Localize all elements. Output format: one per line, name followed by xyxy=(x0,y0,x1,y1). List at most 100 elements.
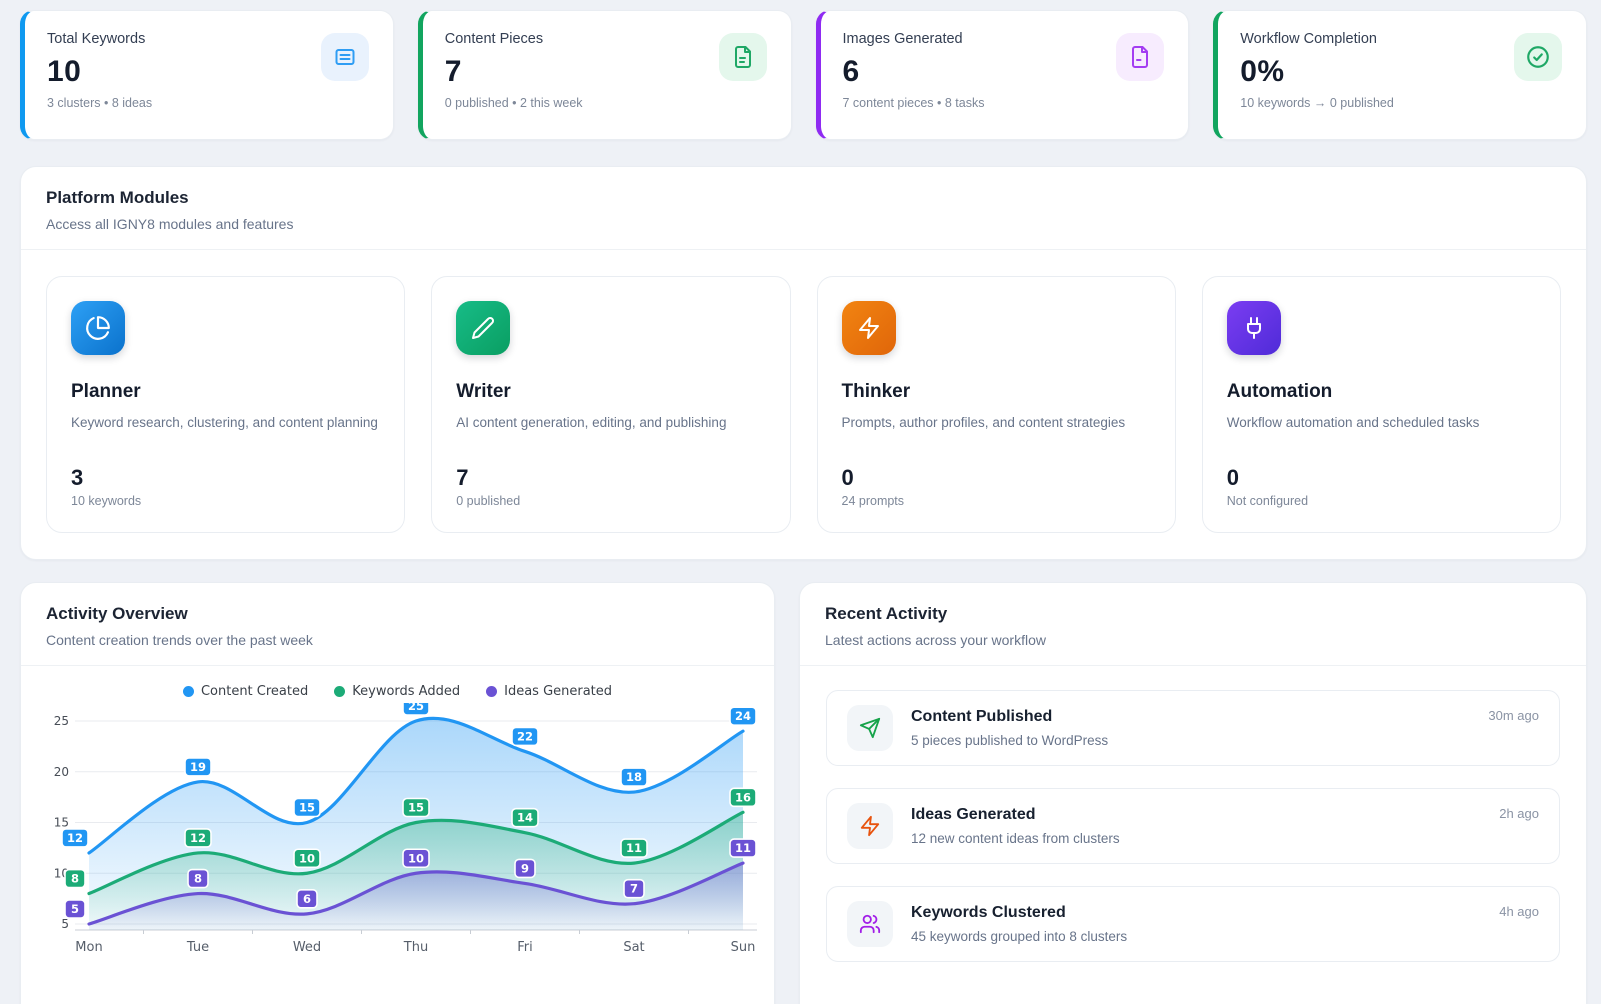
activity-body: Content Published 30m ago 5 pieces publi… xyxy=(911,708,1539,748)
zap-icon xyxy=(841,301,896,355)
stat-value: 6 xyxy=(842,55,860,88)
svg-text:16: 16 xyxy=(735,790,751,804)
legend-label: Content Created xyxy=(200,684,309,699)
module-stat: 7 0 published xyxy=(456,465,765,508)
legend-dot xyxy=(182,686,194,697)
module-name: Thinker xyxy=(841,381,911,402)
stat-label: Content Pieces xyxy=(444,31,544,47)
module-value: 0 xyxy=(841,465,854,490)
svg-text:9: 9 xyxy=(521,861,529,875)
module-value: 0 xyxy=(1226,465,1239,490)
svg-text:12: 12 xyxy=(67,831,83,845)
activity-time: 2h ago xyxy=(1499,806,1539,821)
activity-item-ideas-generated[interactable]: Ideas Generated 2h ago 12 new content id… xyxy=(826,788,1560,864)
svg-text:20: 20 xyxy=(54,765,69,779)
activity-item-keywords-clustered[interactable]: Keywords Clustered 4h ago 45 keywords gr… xyxy=(826,886,1560,962)
svg-text:22: 22 xyxy=(517,729,533,743)
stat-label: Total Keywords xyxy=(47,31,146,47)
legend-dot xyxy=(334,686,346,697)
chart-legend: Content Created Keywords Added Ideas Gener… xyxy=(21,684,774,699)
stat-value: 10 xyxy=(47,55,82,88)
svg-text:Fri: Fri xyxy=(517,940,533,955)
svg-text:11: 11 xyxy=(626,841,642,855)
zap-icon xyxy=(847,803,893,849)
module-card-planner[interactable]: Planner Keyword research, clustering, an… xyxy=(46,276,406,533)
module-description: Workflow automation and scheduled tasks xyxy=(1226,415,1480,430)
section-subtitle: Content creation trends over the past we… xyxy=(46,632,313,648)
section-subtitle: Latest actions across your workflow xyxy=(825,632,1046,648)
module-stat: 3 10 keywords xyxy=(71,465,380,508)
svg-text:Tue: Tue xyxy=(186,940,209,955)
svg-text:Sat: Sat xyxy=(623,940,644,955)
svg-text:11: 11 xyxy=(735,841,751,855)
svg-text:5: 5 xyxy=(71,902,79,916)
legend-label: Ideas Generated xyxy=(504,684,613,699)
legend-item[interactable]: Ideas Generated xyxy=(486,684,612,699)
stat-card-total-keywords: Total Keywords 10 3 clusters • 8 ideas xyxy=(20,10,394,140)
svg-text:10: 10 xyxy=(299,851,315,865)
file-image-icon xyxy=(1116,33,1165,81)
activity-overview-panel: Activity Overview Content creation trend… xyxy=(20,582,775,1004)
svg-text:25: 25 xyxy=(54,714,69,728)
stat-sub: 3 clusters • 8 ideas xyxy=(47,96,153,110)
modules-grid: Planner Keyword research, clustering, an… xyxy=(21,250,1586,559)
stat-value: 0% xyxy=(1240,55,1285,88)
module-card-automation[interactable]: Automation Workflow automation and sched… xyxy=(1201,276,1561,533)
activity-description: 45 keywords grouped into 8 clusters xyxy=(911,929,1128,944)
activity-overview-header: Activity Overview Content creation trend… xyxy=(21,583,774,666)
stat-card-content-pieces: Content Pieces 7 0 published • 2 this we… xyxy=(417,10,792,140)
svg-text:14: 14 xyxy=(517,811,533,825)
module-card-writer[interactable]: Writer AI content generation, editing, a… xyxy=(431,276,791,533)
pencil-icon xyxy=(456,301,511,355)
module-description: Prompts, author profiles, and content st… xyxy=(841,415,1126,430)
stat-card-images-generated: Images Generated 6 7 content pieces • 8 … xyxy=(815,10,1190,140)
stat-sub: 7 content pieces • 8 tasks xyxy=(842,96,985,110)
svg-text:19: 19 xyxy=(190,760,206,774)
activity-list: Content Published 30m ago 5 pieces publi… xyxy=(800,666,1586,1004)
activity-time: 30m ago xyxy=(1488,708,1539,723)
stat-label: Workflow Completion xyxy=(1240,31,1377,47)
module-name: Automation xyxy=(1226,381,1333,402)
activity-time: 4h ago xyxy=(1499,904,1539,919)
stat-value: 7 xyxy=(444,55,462,88)
users-icon xyxy=(847,901,893,947)
recent-activity-header: Recent Activity Latest actions across yo… xyxy=(800,583,1586,666)
module-sub: 0 published xyxy=(456,494,521,508)
legend-label: Keywords Added xyxy=(352,684,461,699)
section-title: Platform Modules xyxy=(46,188,189,207)
svg-text:Thu: Thu xyxy=(403,940,428,955)
svg-text:15: 15 xyxy=(299,801,315,815)
bottom-row: Activity Overview Content creation trend… xyxy=(20,582,1587,1004)
stat-label: Images Generated xyxy=(842,31,963,47)
chart-area: 5 10 15 20 25 Mon Tue Wed Thu Fri Sat Sun 12 19 15 25 22… xyxy=(21,696,774,980)
legend-dot xyxy=(486,686,498,697)
activity-chart: 5 10 15 20 25 Mon Tue Wed Thu Fri Sat Sun 12 19 15 25 22… xyxy=(54,696,757,955)
activity-body: Keywords Clustered 4h ago 45 keywords gr… xyxy=(911,904,1539,944)
stats-row: Total Keywords 10 3 clusters • 8 ideas C… xyxy=(20,10,1587,140)
module-value: 3 xyxy=(71,465,84,490)
svg-text:15: 15 xyxy=(408,801,424,815)
legend-item[interactable]: Keywords Added xyxy=(334,684,460,699)
module-card-thinker[interactable]: Thinker Prompts, author profiles, and co… xyxy=(816,276,1176,533)
legend-item[interactable]: Content Created xyxy=(182,684,309,699)
svg-text:25: 25 xyxy=(408,703,424,713)
module-name: Writer xyxy=(456,381,511,402)
module-name: Planner xyxy=(71,381,141,402)
send-icon xyxy=(847,705,893,751)
section-subtitle: Access all IGNY8 modules and features xyxy=(46,216,294,232)
svg-text:12: 12 xyxy=(190,831,206,845)
svg-text:8: 8 xyxy=(71,872,79,886)
activity-title: Ideas Generated xyxy=(911,806,1036,823)
section-title: Activity Overview xyxy=(46,604,188,623)
list-icon xyxy=(320,33,369,81)
pie-chart-icon xyxy=(71,301,125,355)
activity-item-content-published[interactable]: Content Published 30m ago 5 pieces publi… xyxy=(826,690,1560,766)
activity-title: Keywords Clustered xyxy=(911,904,1066,921)
plug-icon xyxy=(1226,301,1281,355)
stat-sub: 10 keywords → 0 published xyxy=(1240,96,1394,110)
module-description: Keyword research, clustering, and conten… xyxy=(71,415,378,430)
activity-body: Ideas Generated 2h ago 12 new content id… xyxy=(911,806,1539,846)
svg-text:5: 5 xyxy=(61,917,69,931)
section-title: Recent Activity xyxy=(825,604,948,623)
